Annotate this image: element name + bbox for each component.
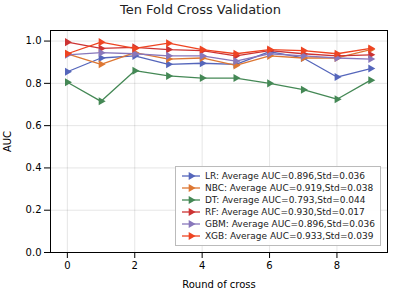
svg-text:0.8: 0.8 xyxy=(26,78,42,89)
svg-text:0: 0 xyxy=(64,260,70,271)
svg-text:Round of cross: Round of cross xyxy=(182,279,256,290)
svg-text:0.0: 0.0 xyxy=(26,247,42,258)
svg-text:4: 4 xyxy=(199,260,205,271)
svg-text:0.2: 0.2 xyxy=(26,204,42,215)
html-text:GBM: Average AUC=0.896,Std=0.0: GBM: Average AUC=0.896,Std=0.036 xyxy=(204,219,375,229)
html-text:XGB: Average AUC=0.933,Std=0.0: XGB: Average AUC=0.933,Std=0.039 xyxy=(204,231,374,241)
svg-text:1.0: 1.0 xyxy=(26,35,42,46)
html-text:Ten Fold Cross Validation: Ten Fold Cross Validation xyxy=(120,2,281,17)
svg-text:8: 8 xyxy=(334,260,340,271)
svg-text:2: 2 xyxy=(132,260,138,271)
svg-text:AUC: AUC xyxy=(2,131,13,152)
svg-text:0.4: 0.4 xyxy=(26,162,42,173)
html-text:RF: Average AUC=0.930,Std=0.01: RF: Average AUC=0.930,Std=0.017 xyxy=(204,207,365,217)
html-text:DT: Average AUC=0.793,Std=0.04: DT: Average AUC=0.793,Std=0.044 xyxy=(204,195,366,205)
svg-text:0.6: 0.6 xyxy=(26,120,42,131)
html-text:LR: Average AUC=0.896,Std=0.03: LR: Average AUC=0.896,Std=0.036 xyxy=(204,171,366,181)
html-text:NBC: Average AUC=0.919,Std=0.0: NBC: Average AUC=0.919,Std=0.038 xyxy=(204,183,374,193)
svg-text:6: 6 xyxy=(266,260,272,271)
